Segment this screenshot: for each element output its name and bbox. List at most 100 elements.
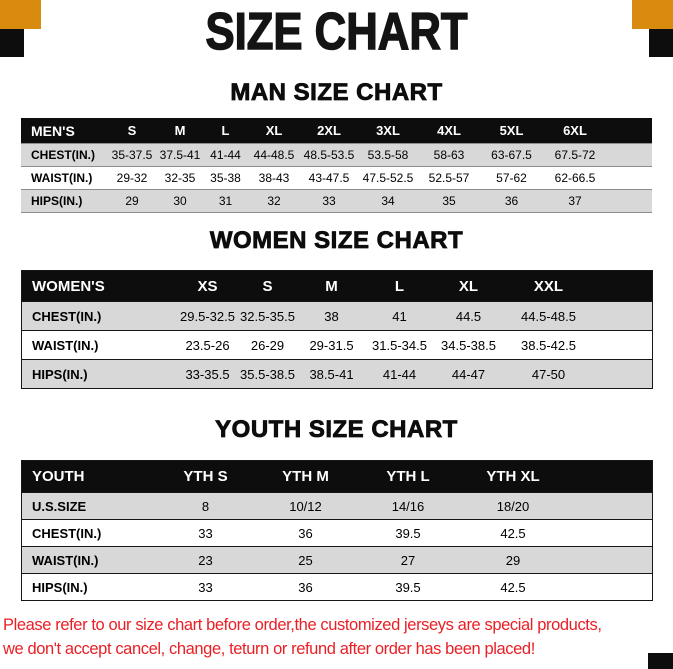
row-label: HIPS(IN.) — [32, 579, 88, 595]
women-header-s: S — [238, 270, 297, 302]
women-waist-row: WAIST(IN.) 23.5-26 26-29 29-31.5 31.5-34… — [21, 330, 653, 360]
size-cell: 29.5-32.5 — [180, 308, 235, 324]
size-cell: 38 — [324, 308, 339, 324]
women-header-m: M — [296, 270, 367, 302]
spacer-cell — [607, 118, 652, 144]
size-cell: 47-50 — [531, 366, 566, 382]
size-cell: 57-62 — [496, 171, 527, 185]
spacer-cell — [566, 574, 653, 601]
spacer-cell — [607, 167, 652, 190]
size-cell: 53.5-58 — [367, 148, 409, 162]
spacer-cell — [593, 302, 653, 331]
row-label: WAIST(IN.) — [31, 171, 93, 185]
youth-header-title: YOUTH — [21, 460, 156, 493]
men-size-table: MEN'S S M L XL 2XL 3XL 4XL 5XL 6XL CHEST… — [21, 118, 652, 213]
size-cell: 14/16 — [391, 498, 425, 514]
size-cell: 38.5-42.5 — [521, 337, 576, 353]
row-label: U.S.SIZE — [32, 498, 87, 514]
size-cell: 47.5-52.5 — [362, 171, 414, 185]
size-cell: 23.5-26 — [185, 337, 230, 353]
size-cell: 44.5-48.5 — [521, 308, 576, 324]
men-header-3xl: 3XL — [358, 118, 418, 144]
men-header-title: MEN'S — [21, 118, 107, 144]
youth-header-yth-xl: YTH XL — [460, 460, 566, 493]
size-cell: 39.5 — [395, 525, 421, 541]
row-label: WAIST(IN.) — [32, 337, 99, 353]
women-header-xs: XS — [176, 270, 239, 302]
size-cell: 33 — [198, 525, 213, 541]
size-cell: 29 — [505, 552, 521, 568]
men-header-s: S — [107, 118, 157, 144]
size-cell: 36 — [298, 525, 313, 541]
women-header-xxl: XXL — [504, 270, 593, 302]
men-header-4xl: 4XL — [418, 118, 480, 144]
youth-header-yth-l: YTH L — [355, 460, 461, 493]
men-header-l: L — [203, 118, 248, 144]
men-header-xl: XL — [248, 118, 300, 144]
men-hips-row: HIPS(IN.) 29 30 31 32 33 34 35 36 37 — [21, 189, 652, 213]
women-header-l: L — [366, 270, 433, 302]
spacer-cell — [592, 270, 653, 302]
row-label: WAIST(IN.) — [32, 552, 99, 568]
size-cell: 35-38 — [210, 171, 241, 185]
size-cell: 26-29 — [250, 337, 285, 353]
size-cell: 10/12 — [289, 498, 322, 514]
corner-accent-top-right — [632, 0, 673, 29]
women-size-table: WOMEN'S XS S M L XL XXL CHEST(IN.) 29.5-… — [21, 270, 653, 389]
size-cell: 18/20 — [496, 498, 530, 514]
size-cell: 33 — [322, 194, 336, 208]
row-label: CHEST(IN.) — [31, 148, 95, 162]
size-cell: 23 — [198, 552, 213, 568]
size-cell: 63-67.5 — [491, 148, 532, 162]
size-cell: 37 — [568, 194, 582, 208]
corner-accent-top-left — [0, 0, 41, 29]
women-header-title: WOMEN'S — [21, 270, 177, 302]
spacer-cell — [607, 190, 652, 213]
size-cell: 43-47.5 — [308, 171, 350, 185]
spacer-cell — [566, 520, 653, 547]
footer-note: Please refer to our size chart before or… — [3, 613, 669, 661]
youth-header-yth-s: YTH S — [155, 460, 256, 493]
size-cell: 48.5-53.5 — [303, 148, 355, 162]
men-header-row: MEN'S S M L XL 2XL 3XL 4XL 5XL 6XL — [21, 118, 652, 144]
size-cell: 44-47 — [451, 366, 486, 382]
size-cell: 29 — [125, 194, 139, 208]
size-cell: 58-63 — [433, 148, 465, 162]
size-cell: 32-35 — [164, 171, 196, 185]
size-cell: 32.5-35.5 — [240, 308, 295, 324]
size-cell: 44-48.5 — [253, 148, 295, 162]
youth-header-row: YOUTH YTH S YTH M YTH L YTH XL — [21, 460, 653, 493]
men-header-6xl: 6XL — [543, 118, 607, 144]
youth-size-table: YOUTH YTH S YTH M YTH L YTH XL U.S.SIZE … — [21, 460, 653, 601]
size-cell: 33-35.5 — [185, 366, 230, 382]
men-waist-row: WAIST(IN.) 29-32 32-35 35-38 38-43 43-47… — [21, 166, 652, 190]
size-cell: 41-44 — [210, 148, 241, 162]
spacer-cell — [566, 547, 653, 574]
size-cell: 29-32 — [116, 171, 148, 185]
youth-header-yth-m: YTH M — [255, 460, 356, 493]
size-cell: 25 — [298, 552, 313, 568]
size-cell: 31 — [218, 194, 233, 208]
youth-chest-row: CHEST(IN.) 33 36 39.5 42.5 — [21, 519, 653, 547]
size-cell: 38.5-41 — [309, 366, 354, 382]
men-header-m: M — [157, 118, 203, 144]
youth-waist-row: WAIST(IN.) 23 25 27 29 — [21, 546, 653, 574]
size-cell: 41 — [392, 308, 407, 324]
spacer-cell — [565, 460, 653, 493]
size-cell: 30 — [173, 194, 187, 208]
size-cell: 39.5 — [395, 579, 421, 595]
corner-block-bottom-right — [648, 653, 673, 669]
men-chest-row: CHEST(IN.) 35-37.5 37.5-41 41-44 44-48.5… — [21, 143, 652, 167]
size-cell: 31.5-34.5 — [372, 337, 427, 353]
row-label: CHEST(IN.) — [32, 308, 102, 324]
size-cell: 42.5 — [500, 579, 526, 595]
spacer-cell — [593, 360, 653, 389]
women-hips-row: HIPS(IN.) 33-35.5 35.5-38.5 38.5-41 41-4… — [21, 359, 653, 389]
youth-hips-row: HIPS(IN.) 33 36 39.5 42.5 — [21, 573, 653, 601]
men-header-5xl: 5XL — [480, 118, 543, 144]
women-header-xl: XL — [432, 270, 505, 302]
page-title: SIZE CHART — [205, 2, 468, 62]
women-header-row: WOMEN'S XS S M L XL XXL — [21, 270, 653, 302]
footer-note-line2: we don't accept cancel, change, teturn o… — [3, 640, 535, 658]
